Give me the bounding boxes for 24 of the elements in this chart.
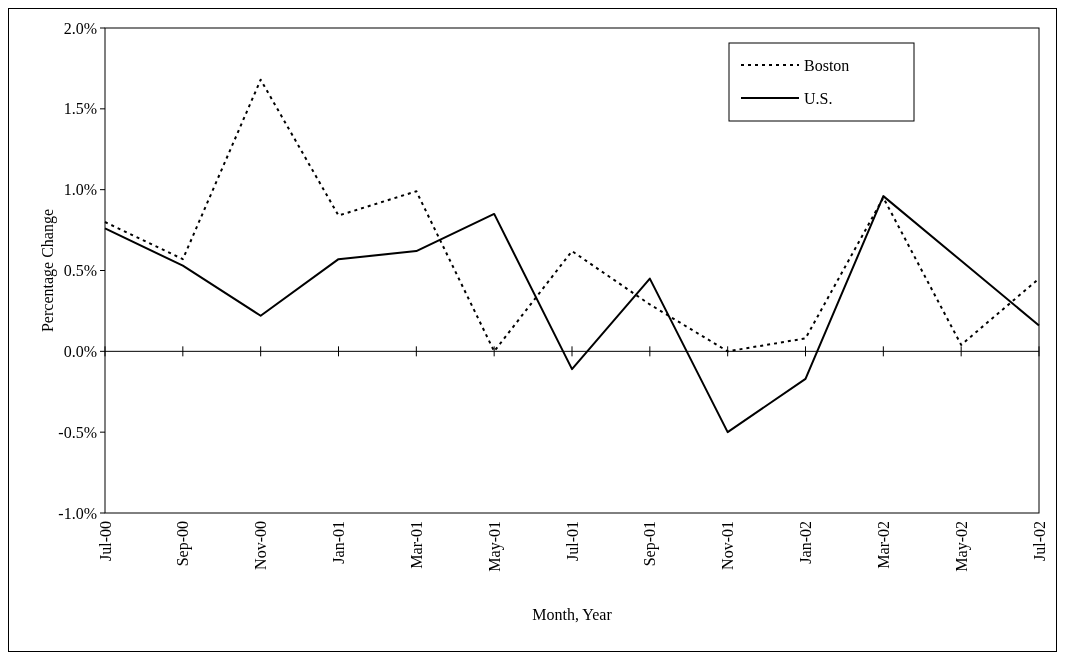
x-tick-label: Jan-01	[330, 521, 348, 564]
y-tick-label: 0.5%	[63, 262, 97, 280]
x-tick-label: Nov-01	[719, 521, 737, 570]
y-tick-label: 2.0%	[63, 19, 97, 37]
x-tick-label: Jul-01	[563, 521, 581, 561]
x-tick-label: Mar-01	[407, 521, 425, 569]
y-tick-label: 1.5%	[63, 100, 97, 118]
y-tick-label: -0.5%	[58, 423, 97, 441]
x-tick-label: Jul-02	[1030, 521, 1048, 561]
x-axis-title: Month, Year	[532, 606, 613, 623]
legend-label: U.S.	[804, 89, 833, 107]
y-tick-label: -1.0%	[58, 504, 97, 522]
x-tick-label: Jan-02	[797, 521, 815, 564]
y-tick-label: 0.0%	[63, 342, 97, 360]
x-tick-label: Mar-02	[874, 521, 892, 569]
x-tick-label: May-02	[952, 521, 971, 572]
x-tick-label: Jul-00	[96, 521, 114, 561]
x-tick-label: Sep-00	[174, 521, 193, 567]
x-tick-label: May-01	[485, 521, 504, 572]
x-tick-label: Nov-00	[252, 521, 270, 570]
x-tick-label: Sep-01	[641, 521, 660, 567]
legend-label: Boston	[804, 56, 850, 74]
y-tick-label: 1.0%	[63, 181, 97, 199]
y-axis-title: Percentage Change	[39, 208, 57, 333]
